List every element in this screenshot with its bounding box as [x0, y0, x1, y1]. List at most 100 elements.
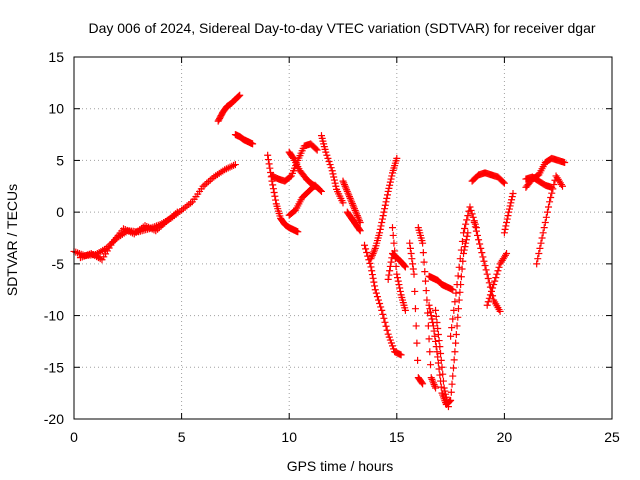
data-point: [378, 218, 386, 226]
data-point: [438, 363, 446, 371]
data-point: [442, 390, 450, 398]
data-point: [486, 291, 494, 299]
data-point: [400, 261, 408, 269]
data-point: [480, 257, 488, 265]
data-point: [541, 218, 549, 226]
data-point: [387, 175, 395, 183]
data-point: [340, 181, 348, 189]
data-point: [205, 178, 212, 186]
data-point: [345, 191, 353, 199]
data-point: [393, 154, 401, 162]
data-point: [499, 178, 507, 186]
data-point: [385, 271, 393, 279]
data-point: [427, 374, 435, 382]
data-point: [447, 388, 455, 396]
data-point: [462, 220, 470, 228]
y-tick-label: 5: [56, 152, 64, 168]
data-point: [451, 298, 459, 306]
data-point: [371, 246, 379, 254]
data-point: [503, 218, 511, 226]
data-point: [369, 250, 377, 258]
data-point: [454, 313, 462, 321]
data-point: [462, 239, 470, 247]
data-point: [355, 217, 363, 225]
series-s25: [447, 203, 480, 340]
x-tick-label: 0: [70, 429, 78, 445]
data-point: [377, 222, 385, 230]
data-point: [386, 181, 394, 189]
data-point: [264, 156, 272, 164]
series-s15: [343, 208, 364, 235]
data-point: [294, 228, 302, 236]
data-point: [348, 198, 356, 206]
series-s14: [339, 177, 364, 226]
data-point: [507, 199, 515, 207]
data-point: [388, 172, 396, 180]
data-point: [434, 331, 442, 339]
data-point: [382, 322, 390, 330]
data-point: [557, 181, 565, 189]
data-point: [502, 222, 510, 230]
data-point: [324, 154, 332, 162]
data-point: [547, 193, 555, 201]
data-point: [450, 356, 458, 364]
data-point: [453, 322, 461, 330]
data-point: [490, 281, 498, 289]
data-point: [483, 270, 491, 278]
data-point: [487, 287, 495, 295]
data-point: [437, 349, 445, 357]
data-point: [500, 229, 508, 237]
series-s21: [414, 224, 440, 392]
series-early-trend: [70, 161, 239, 260]
data-point: [340, 179, 348, 187]
data-point: [384, 275, 392, 283]
data-point: [481, 262, 489, 270]
data-point: [433, 318, 441, 326]
data-point: [413, 339, 421, 347]
y-axis-label: SDTVAR / TECUs: [4, 184, 20, 296]
data-point: [368, 267, 376, 275]
data-point: [387, 258, 395, 266]
data-point: [437, 356, 445, 364]
data-point: [367, 263, 375, 271]
data-point: [375, 296, 383, 304]
series-morning-drop: [231, 131, 257, 148]
data-point: [330, 176, 338, 184]
data-point: [231, 161, 239, 169]
data-point: [546, 198, 554, 206]
data-point: [448, 380, 456, 388]
data-point: [409, 265, 417, 273]
data-point: [460, 229, 468, 237]
data-point: [425, 301, 433, 309]
data-point: [439, 370, 447, 378]
data-point: [436, 343, 444, 351]
data-point: [492, 274, 500, 282]
data-point: [349, 201, 357, 209]
data-point: [537, 239, 545, 247]
series-s32: [522, 173, 556, 191]
data-point: [472, 227, 480, 235]
data-point: [428, 375, 436, 383]
data-point: [503, 215, 511, 223]
data-point: [496, 307, 504, 315]
series-early-trend-b: [76, 208, 181, 264]
data-point: [461, 225, 469, 233]
data-point: [418, 379, 426, 387]
data-point: [469, 213, 477, 221]
data-point: [368, 253, 376, 261]
data-point: [423, 296, 431, 304]
data-point: [346, 194, 354, 202]
data-point: [491, 277, 499, 285]
data-point: [381, 318, 389, 326]
series-s28: [483, 250, 511, 309]
data-point: [477, 244, 485, 252]
data-point: [433, 348, 441, 356]
data-point: [381, 205, 389, 213]
x-axis-label: GPS time / hours: [287, 458, 394, 474]
data-point: [350, 203, 358, 211]
data-point: [449, 315, 457, 323]
data-point: [449, 364, 457, 372]
data-point: [339, 199, 347, 207]
data-point: [353, 212, 361, 220]
